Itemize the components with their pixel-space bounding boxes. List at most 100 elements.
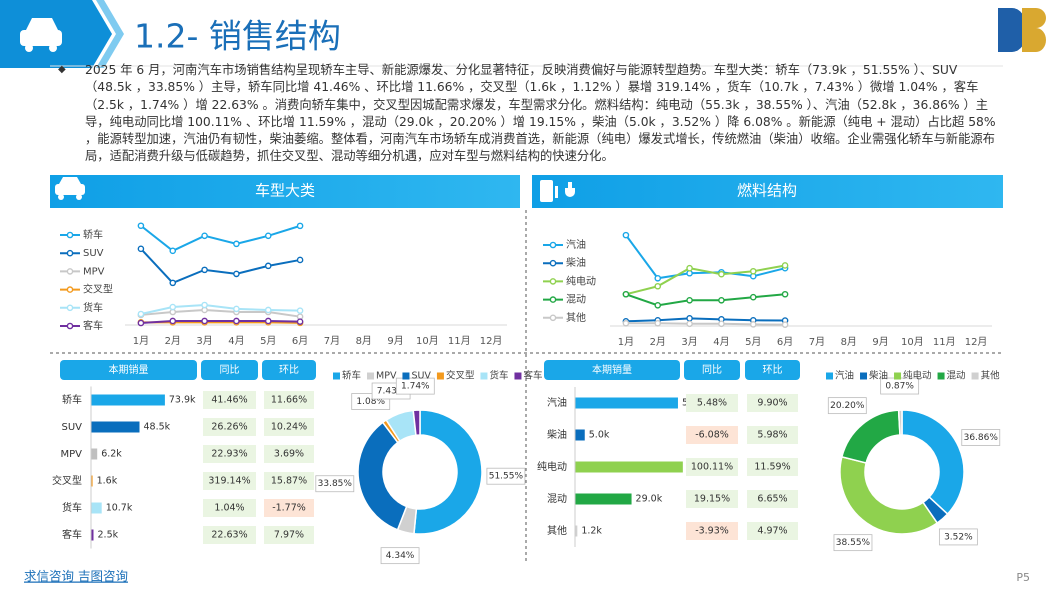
- panel-header: [532, 175, 1003, 208]
- panel-icon: [540, 180, 575, 202]
- point: [686, 264, 693, 272]
- x-tick-label: 5月: [745, 336, 761, 348]
- legend-marker: [66, 249, 74, 257]
- table-header: [745, 360, 800, 380]
- point: [233, 317, 240, 325]
- pie-slice: [839, 455, 939, 535]
- table-header-label: 环比: [279, 364, 299, 376]
- label-box: [833, 534, 873, 552]
- category-label: MPV: [61, 449, 83, 460]
- table-value: 41.46%: [211, 395, 247, 406]
- legend-swatch: [402, 372, 410, 380]
- x-tick-label: 9月: [872, 336, 888, 348]
- legend-label: MPV: [83, 266, 105, 277]
- footer-brand: 求信咨询 吉图咨询: [24, 569, 128, 584]
- legend-label: 其他: [566, 311, 586, 324]
- bar: [575, 525, 578, 537]
- table-header: [262, 360, 316, 380]
- logo: [998, 8, 1046, 53]
- legend-swatch: [333, 372, 340, 380]
- table-value: 9.90%: [757, 398, 787, 409]
- point: [264, 317, 272, 325]
- x-tick-label: 1月: [618, 336, 634, 348]
- bar-label: 2.5k: [98, 530, 119, 541]
- legend-label: 客车: [83, 319, 103, 332]
- slice-label: 36.86%: [964, 433, 999, 443]
- x-tick-label: 12月: [965, 336, 988, 348]
- point: [233, 305, 240, 313]
- slice-label: 38.55%: [836, 538, 871, 548]
- legend-label: 纯电动: [903, 370, 932, 382]
- x-tick-label: 10月: [416, 335, 439, 347]
- table-cell: [203, 526, 256, 544]
- x-tick-label: 4月: [713, 336, 729, 348]
- point: [169, 317, 177, 325]
- x-tick-label: 3月: [681, 336, 697, 348]
- series-line: [625, 317, 786, 323]
- legend-label: 客车: [523, 370, 542, 382]
- bullet: ◆: [58, 64, 66, 75]
- x-tick-label: 9月: [387, 335, 403, 347]
- table-cell: [264, 418, 314, 436]
- point: [781, 290, 789, 298]
- point: [169, 279, 177, 287]
- table-cell: [686, 490, 738, 508]
- legend-swatch: [367, 372, 375, 380]
- x-tick-label: 8月: [841, 336, 857, 348]
- legend-marker: [66, 322, 74, 330]
- legend-marker: [549, 296, 557, 303]
- legend-label: 轿车: [83, 228, 103, 241]
- series-line: [625, 293, 786, 307]
- table-value: 26.26%: [211, 422, 247, 433]
- table-cell: [686, 458, 738, 476]
- label-box: [380, 547, 420, 565]
- pie-slice: [901, 409, 965, 516]
- legend-swatch: [860, 372, 868, 380]
- table-value: 19.15%: [694, 494, 730, 505]
- table-cell: [686, 426, 738, 444]
- x-tick-label: 11月: [933, 336, 956, 348]
- point: [201, 301, 208, 309]
- slice-label: 3.52%: [944, 532, 973, 542]
- pie-slice: [840, 409, 901, 464]
- legend-label: 汽油: [566, 238, 586, 251]
- bar: [91, 529, 94, 541]
- table-value: 7.97%: [274, 530, 304, 541]
- label-box: [938, 528, 978, 546]
- legend-marker: [66, 268, 74, 275]
- table-header-label: 本期销量: [592, 363, 632, 376]
- point: [654, 282, 662, 290]
- legend-label: SUV: [411, 371, 431, 382]
- page-title: 1.2- 销售结构: [134, 17, 341, 56]
- point: [622, 290, 630, 298]
- point: [686, 315, 693, 322]
- category-label: SUV: [61, 422, 82, 433]
- slice-label: 1.74%: [401, 382, 430, 392]
- legend-label: 轿车: [342, 370, 361, 382]
- slice-label: 4.34%: [386, 551, 415, 561]
- table-value: 11.59%: [754, 462, 790, 473]
- series-line: [140, 319, 301, 324]
- pie-slice: [413, 409, 483, 535]
- slice-label: 1.08%: [356, 397, 385, 407]
- legend-swatch: [514, 372, 522, 380]
- banner-stripe: [96, 0, 124, 68]
- table-value: -3.93%: [695, 526, 729, 537]
- table-value: 11.66%: [271, 395, 307, 406]
- point: [686, 320, 693, 328]
- point: [201, 266, 208, 274]
- table-header-label: 环比: [763, 364, 783, 376]
- table-value: 6.65%: [757, 494, 787, 505]
- bar: [91, 421, 140, 433]
- table-cell: [203, 391, 256, 409]
- table-value: -6.08%: [695, 430, 729, 441]
- bar-label: 1.2k: [581, 526, 602, 537]
- x-tick-label: 12月: [480, 335, 503, 347]
- bar-label: 6.2k: [101, 449, 122, 460]
- category-label: 客车: [62, 528, 82, 541]
- x-tick-label: 8月: [356, 335, 372, 347]
- table-value: 5.98%: [757, 430, 787, 441]
- legend-label: MPV: [376, 371, 397, 382]
- table-header-label: 同比: [220, 364, 240, 376]
